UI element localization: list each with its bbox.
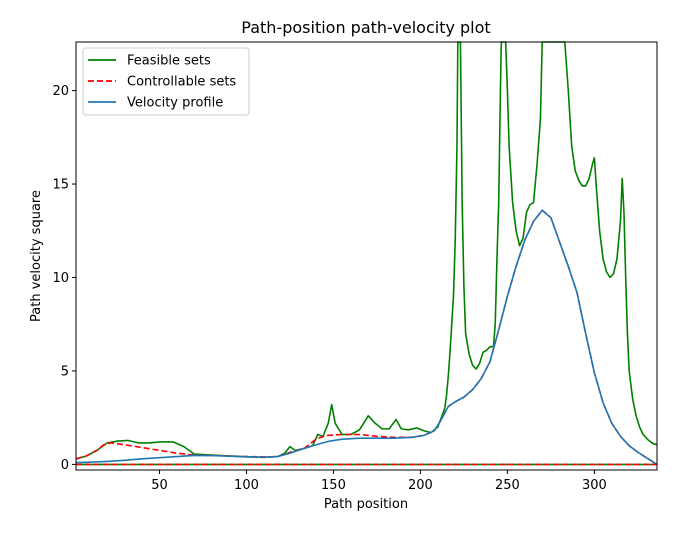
legend-label: Velocity profile <box>127 96 223 111</box>
legend-label: Controllable sets <box>127 75 236 90</box>
y-tick-label: 20 <box>52 84 69 99</box>
x-tick-label: 100 <box>234 478 259 493</box>
x-tick-label: 150 <box>321 478 346 493</box>
legend-label: Feasible sets <box>127 54 211 69</box>
chart-title: Path-position path-velocity plot <box>241 18 490 37</box>
series-line-1 <box>75 41 658 460</box>
legend-box <box>82 47 250 116</box>
plot-frame <box>75 41 658 471</box>
x-tick-label: 50 <box>151 478 168 493</box>
x-axis: 50 100 150 200 250 300 <box>151 470 607 493</box>
y-tick-label: 5 <box>61 364 69 379</box>
y-axis: 0 5 10 15 20 <box>52 84 76 473</box>
series-line-3 <box>75 209 658 466</box>
y-axis-label: Path velocity square <box>29 190 44 322</box>
x-tick-label: 200 <box>408 478 433 493</box>
series-layer <box>75 41 658 466</box>
y-tick-label: 10 <box>52 271 69 286</box>
y-tick-label: 15 <box>52 178 69 193</box>
y-tick-label: 0 <box>61 458 69 473</box>
x-axis-label: Path position <box>324 497 408 512</box>
legend: Feasible sets Controllable sets Velocity p… <box>82 47 250 116</box>
x-tick-label: 250 <box>495 478 520 493</box>
x-tick-label: 300 <box>582 478 607 493</box>
